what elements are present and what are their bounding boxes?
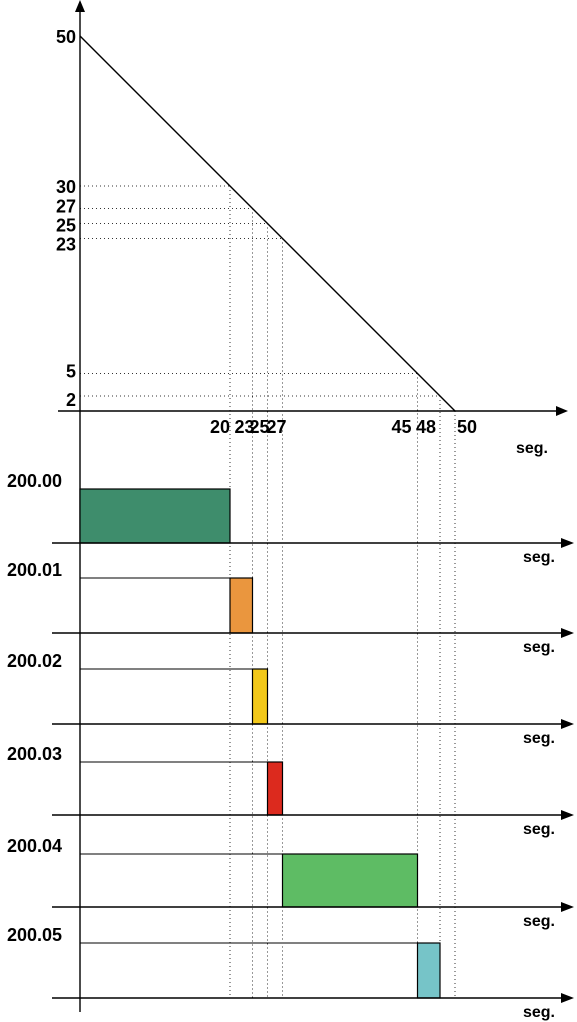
- bar-label-2: 200.02: [7, 651, 62, 671]
- x-tick-23: 23: [234, 417, 254, 437]
- bar-unit-1: seg.: [523, 639, 555, 656]
- bar-200.04: [281, 853, 419, 908]
- bar-unit-4: seg.: [523, 913, 555, 930]
- bar-200.00: [79, 488, 231, 544]
- bar-unit-3: seg.: [523, 821, 555, 838]
- bar-unit-5: seg.: [523, 1004, 555, 1021]
- y-tick-50: 50: [56, 27, 76, 47]
- x-tick-20: 20: [210, 417, 230, 437]
- y-tick-25: 25: [56, 216, 76, 236]
- bar-unit-0: seg.: [523, 549, 555, 566]
- bar-label-1: 200.01: [7, 560, 62, 580]
- x-tick-50: 50: [457, 417, 477, 437]
- bar-200.02: [251, 668, 269, 725]
- bar-label-0: 200.00: [7, 471, 62, 491]
- y-tick-5: 5: [66, 362, 76, 382]
- x-tick-25: 25: [249, 417, 269, 437]
- x-unit-label: seg.: [516, 440, 548, 457]
- x-axis-arrow: [556, 406, 568, 416]
- bar-200.05: [416, 942, 441, 999]
- x-tick-45: 45: [391, 417, 411, 437]
- bar-label-4: 200.04: [7, 836, 62, 856]
- bar-axis-arrow-0: [561, 538, 574, 548]
- bar-label-3: 200.03: [7, 744, 62, 764]
- x-tick-27: 27: [266, 417, 286, 437]
- bar-axis-arrow-2: [561, 719, 574, 729]
- bar-200.03: [266, 761, 284, 816]
- y-tick-2: 2: [66, 390, 76, 410]
- y-tick-27: 27: [56, 197, 76, 217]
- y-axis-arrow: [75, 0, 85, 12]
- y-tick-23: 23: [56, 235, 76, 255]
- bar-unit-2: seg.: [523, 730, 555, 747]
- bar-axis-arrow-1: [561, 628, 574, 638]
- x-tick-48: 48: [416, 417, 436, 437]
- y-tick-30: 30: [56, 177, 76, 197]
- decreasing-line: [79, 35, 456, 412]
- bar-label-5: 200.05: [7, 925, 62, 945]
- bar-axis-arrow-4: [561, 902, 574, 912]
- bar-200.01: [229, 577, 254, 634]
- bar-axis-arrow-3: [561, 810, 574, 820]
- bar-axis-arrow-5: [561, 993, 574, 1003]
